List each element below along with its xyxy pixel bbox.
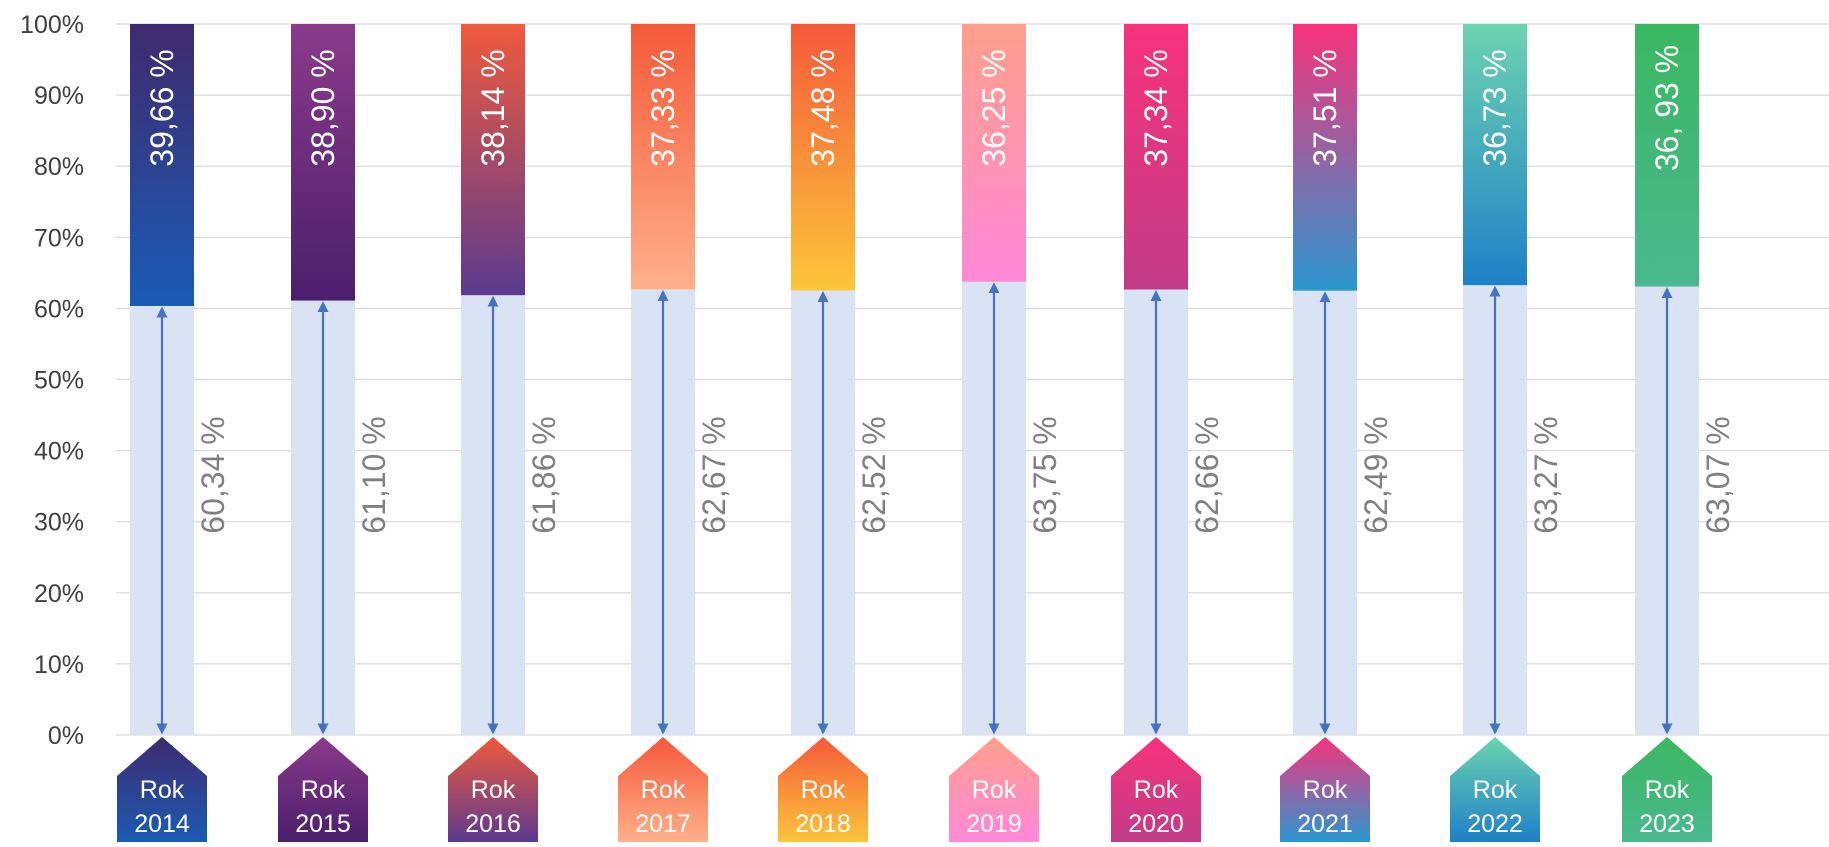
bottom-value-label: 60,34 % (195, 416, 231, 533)
category-badge (1111, 737, 1201, 842)
y-tick-label: 70% (34, 224, 84, 252)
category-badge (278, 737, 368, 842)
bar-top-segment (461, 24, 525, 296)
top-value-label: 36,25 % (976, 49, 1012, 166)
y-tick-label: 30% (34, 509, 84, 537)
category-badge (117, 737, 207, 842)
bar-top-segment (631, 24, 695, 290)
y-tick-label: 90% (34, 82, 84, 110)
category-label-line2: 2016 (465, 810, 521, 838)
bar-top-segment (130, 24, 194, 306)
category-label-line1: Rok (641, 776, 686, 804)
category-badge (778, 737, 868, 842)
category-label-line2: 2020 (1128, 810, 1184, 838)
category-label-line2: 2017 (635, 810, 691, 838)
category-label-line2: 2015 (295, 810, 351, 838)
category-label-line2: 2019 (966, 810, 1022, 838)
category-badge (949, 737, 1039, 842)
category-badge (1450, 737, 1540, 842)
bar-top-segment (1124, 24, 1188, 290)
bottom-value-label: 61,10 % (356, 416, 392, 533)
category-badge (448, 737, 538, 842)
bar-top-segment (1635, 24, 1699, 287)
bar-top-segment (1463, 24, 1527, 286)
y-tick-label: 20% (34, 580, 84, 608)
category-label-line1: Rok (801, 776, 846, 804)
y-tick-label: 10% (34, 651, 84, 679)
category-badge (1280, 737, 1370, 842)
y-tick-label: 0% (48, 722, 84, 750)
data-labels: 60,34 % 39,66 % 61,10 % 38,90 % 61,86 % 38,14… (144, 45, 1736, 534)
bottom-value-label: 61,86 % (526, 416, 562, 533)
bottom-value-label: 62,49 % (1358, 416, 1394, 533)
top-value-label: 37,48 % (805, 49, 841, 166)
bottom-value-label: 62,66 % (1189, 416, 1225, 533)
bar-top-segment (1293, 24, 1357, 291)
top-value-label: 36,73 % (1477, 49, 1513, 166)
category-label-line1: Rok (1645, 776, 1690, 804)
bottom-value-label: 62,52 % (856, 416, 892, 533)
category-label-line1: Rok (301, 776, 346, 804)
category-badge (1622, 737, 1712, 842)
bar-top-segment (291, 24, 355, 301)
top-value-label: 37,51 % (1307, 49, 1343, 166)
y-tick-label: 50% (34, 367, 84, 395)
category-label-line2: 2022 (1467, 810, 1523, 838)
category-badge (618, 737, 708, 842)
top-value-label: 37,33 % (645, 49, 681, 166)
top-value-label: 38,14 % (475, 49, 511, 166)
top-value-label: 36, 93 % (1649, 45, 1685, 171)
bottom-value-label: 63,75 % (1027, 416, 1063, 533)
category-label-line1: Rok (140, 776, 185, 804)
y-axis-ticks: 0% 10% 20% 30% 40% 50% 60% 70% 80% 90% 100% (20, 11, 84, 750)
bottom-value-label: 63,07 % (1700, 416, 1736, 533)
category-label-line1: Rok (1303, 776, 1348, 804)
category-labels: Rok 2014 Rok 2015 Rok 2016 Rok 2017 Rok 2018 Rok 20… (117, 737, 1712, 842)
bottom-value-label: 63,27 % (1528, 416, 1564, 533)
category-label-line2: 2023 (1639, 810, 1695, 838)
category-label-line1: Rok (972, 776, 1017, 804)
bar-top-segment (962, 24, 1026, 282)
bottom-value-label: 62,67 % (696, 416, 732, 533)
category-label-line1: Rok (1473, 776, 1518, 804)
category-label-line2: 2021 (1297, 810, 1353, 838)
top-value-label: 39,66 % (144, 49, 180, 166)
y-tick-label: 80% (34, 153, 84, 181)
y-tick-label: 60% (34, 295, 84, 323)
category-label-line1: Rok (1134, 776, 1179, 804)
top-value-label: 37,34 % (1138, 49, 1174, 166)
arrows (156, 282, 1673, 735)
category-label-line1: Rok (471, 776, 516, 804)
category-label-line2: 2018 (795, 810, 851, 838)
y-tick-label: 40% (34, 438, 84, 466)
y-tick-label: 100% (20, 11, 84, 39)
category-label-line2: 2014 (134, 810, 190, 838)
bar-top-segment (791, 24, 855, 291)
top-value-label: 38,90 % (305, 49, 341, 166)
